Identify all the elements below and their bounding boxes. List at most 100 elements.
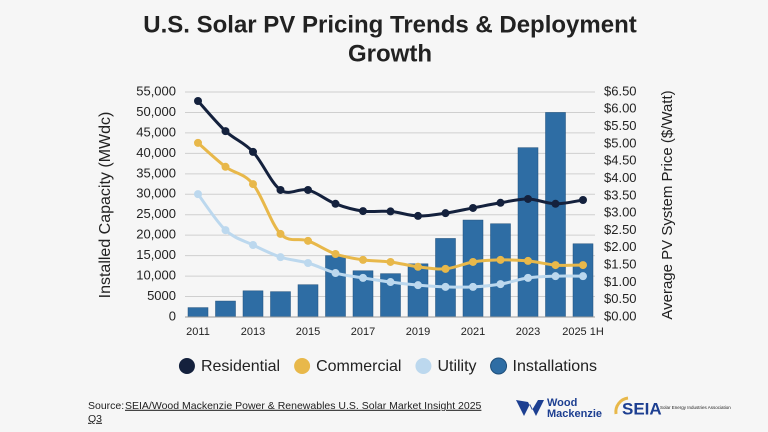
point	[469, 282, 477, 291]
point	[524, 273, 532, 282]
y2-tick-label: $4.50	[604, 153, 637, 168]
point	[304, 185, 312, 194]
point	[276, 253, 285, 262]
bar	[545, 112, 566, 318]
y2-tick-label: $6.00	[604, 101, 637, 116]
bar	[435, 238, 456, 318]
source-label: Source:	[88, 400, 124, 412]
y-tick-label: 20,000	[136, 227, 176, 242]
point	[496, 255, 505, 264]
x-tick-label: 2025 1H	[562, 326, 604, 338]
y2-tick-label: $1.00	[604, 274, 637, 289]
legend-item: Utility	[415, 358, 477, 375]
y2-tick-label: $0.50	[604, 291, 637, 306]
x-tick-label: 2023	[516, 326, 540, 338]
source-link[interactable]: SEIA/Wood Mackenzie Power & Renewables U…	[125, 400, 482, 412]
point	[359, 255, 367, 264]
point	[414, 262, 422, 271]
y-tick-label: 25,000	[136, 206, 176, 221]
bar	[407, 263, 429, 318]
point	[221, 162, 230, 171]
logo-subtext: Solar Energy Industries Association	[660, 405, 731, 410]
point	[551, 272, 560, 281]
y2-tick-label: $2.00	[604, 239, 637, 254]
bar	[242, 290, 264, 318]
logo-text: SEIA	[622, 399, 662, 418]
point	[331, 250, 340, 258]
y2-tick-label: $0.00	[604, 308, 637, 323]
legend-marker	[415, 358, 432, 374]
y2-tick-label: $5.00	[604, 135, 637, 150]
point	[221, 127, 230, 136]
point	[441, 264, 450, 273]
point	[524, 194, 532, 203]
legend: Residential Commercial Utility Installation…	[178, 357, 597, 375]
point	[331, 269, 340, 278]
point	[414, 281, 422, 290]
bar	[297, 284, 319, 318]
chart-title: U.S. Solar PV Pricing Trends & Deploymen…	[143, 11, 636, 38]
legend-marker	[178, 358, 195, 374]
bar	[517, 147, 539, 318]
y2-tick-label: $5.50	[604, 118, 637, 133]
point	[579, 196, 587, 204]
bar	[187, 307, 209, 318]
bar	[490, 223, 511, 318]
point	[579, 272, 587, 281]
point	[249, 180, 257, 189]
seia-icon	[614, 396, 629, 415]
y-tick-label: 50,000	[136, 104, 176, 119]
point	[414, 211, 422, 220]
point	[276, 185, 285, 194]
point	[221, 226, 230, 235]
y2-axis-title: Average PV System Price ($/Watt)	[659, 90, 676, 319]
y-tick-label: 10,000	[136, 268, 176, 283]
y2-tick-label: $4.00	[604, 170, 637, 185]
x-tick-label: 2019	[406, 326, 430, 338]
bar	[215, 300, 236, 318]
point	[249, 241, 257, 249]
x-tick-label: 2017	[351, 326, 375, 338]
y-tick-label: 45,000	[136, 124, 176, 139]
legend-item: Installations	[490, 357, 597, 375]
point	[386, 257, 395, 266]
legend-item: Residential	[178, 358, 280, 375]
x-tick-label: 2015	[296, 326, 320, 338]
logo-text: Mackenzie	[547, 408, 602, 420]
point	[386, 207, 395, 216]
y-tick-label: 35,000	[136, 165, 176, 180]
woodmac-icon	[516, 400, 544, 416]
x-tick-label: 2011	[186, 326, 210, 338]
point	[249, 147, 257, 156]
y-tick-label: 30,000	[136, 186, 176, 201]
source-link[interactable]: Q3	[88, 413, 102, 425]
point	[524, 256, 532, 265]
point	[441, 209, 450, 218]
point	[496, 198, 505, 207]
point	[579, 261, 587, 270]
y2-tick-label: $3.50	[604, 187, 637, 202]
point	[496, 280, 505, 289]
y2-tick-label: $1.50	[604, 257, 637, 272]
point	[304, 236, 312, 245]
x-tick-label: 2013	[241, 326, 265, 338]
legend-label: Utility	[437, 358, 476, 375]
legend-label: Commercial	[316, 358, 401, 375]
point	[331, 199, 340, 208]
y-tick-label: 55,000	[136, 83, 176, 98]
point	[386, 278, 395, 287]
bar	[270, 291, 291, 318]
y2-tick-label: $3.00	[604, 205, 637, 220]
point	[551, 199, 560, 208]
bar	[462, 219, 484, 318]
point	[194, 190, 202, 199]
point	[194, 138, 202, 147]
y-tick-label: 40,000	[136, 145, 176, 160]
legend-marker	[294, 358, 311, 374]
bar	[325, 255, 346, 318]
logo-text: Wood	[547, 397, 577, 409]
legend-marker	[490, 357, 508, 375]
y2-tick-label: $6.50	[604, 83, 637, 98]
